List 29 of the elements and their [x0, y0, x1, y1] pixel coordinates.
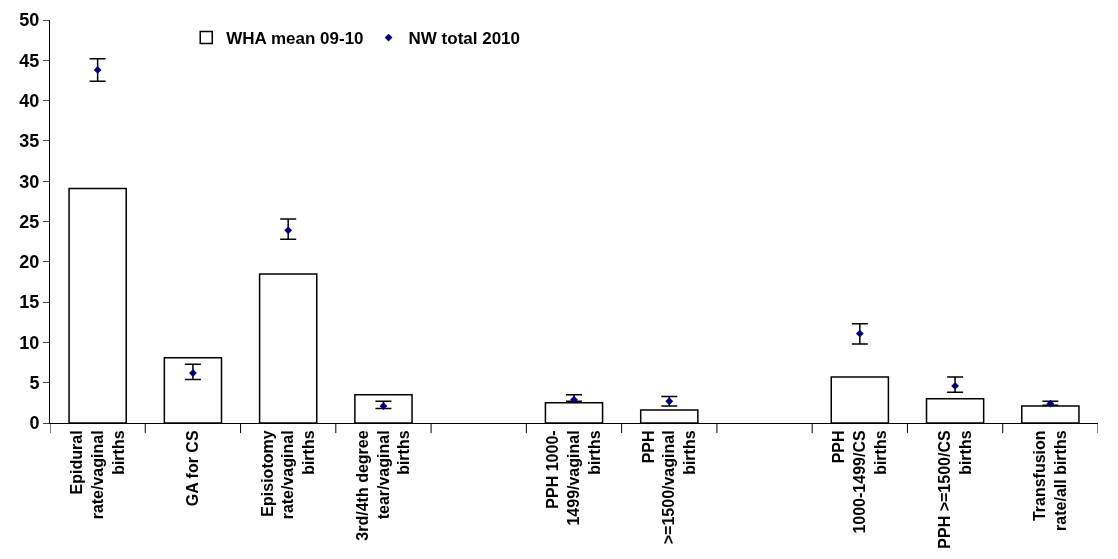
y-tick-label: 25: [19, 211, 40, 232]
point: [93, 66, 102, 74]
point: [855, 329, 864, 338]
y-tick-label: 20: [19, 252, 40, 273]
y-tick-label: 50: [19, 10, 40, 31]
legend-label: WHA mean 09-10: [226, 29, 364, 49]
point: [951, 382, 959, 390]
point: [284, 226, 293, 235]
y-tick-label: 35: [19, 131, 40, 152]
y-tick-label: 5: [29, 373, 40, 393]
x-tick-label: GA for CS: [184, 430, 202, 507]
y-tick-label: 10: [19, 332, 40, 353]
point: [570, 395, 578, 404]
x-tick-label: PPH >=1500/vaginal births: [639, 430, 699, 545]
x-tick-label: PPH 1000-1499/vaginal births: [544, 430, 603, 526]
y-tick-label: 15: [19, 292, 40, 313]
y-tick-label: 45: [19, 50, 40, 71]
y-tick-label: 40: [19, 90, 40, 111]
point: [1046, 399, 1055, 408]
legend-label: NW total 2010: [408, 29, 521, 49]
x-tick-label: Episiotomy rate/vaginal births: [258, 430, 318, 520]
point: [379, 402, 388, 410]
x-tick-label: PPH >=1500/CS births: [935, 430, 974, 549]
point: [189, 369, 197, 377]
x-tick-label: PPH 1000-1499/CS births: [830, 430, 889, 534]
x-tick-label: Epidural rate/vaginal births: [68, 430, 127, 520]
x-tick-label: 3rd/4th degree tear/vaginal births: [353, 430, 413, 541]
y-tick-label: 30: [19, 171, 40, 192]
y-tick-label: 0: [29, 413, 40, 434]
